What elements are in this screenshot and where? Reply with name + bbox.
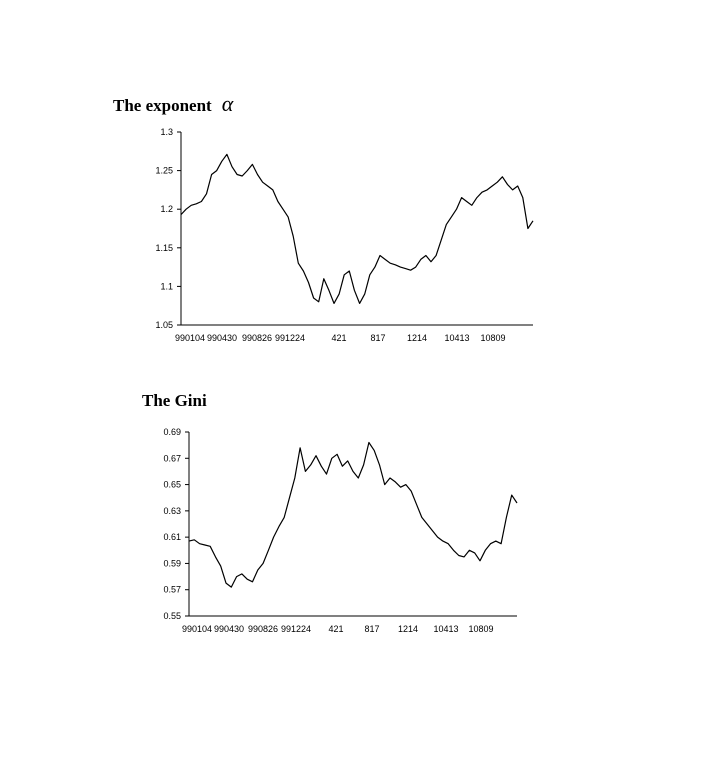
gini-series-line [188,441,518,588]
gini-x-tick-label: 990826 [248,624,278,634]
gini-x-tick-label: 10413 [433,624,458,634]
gini-y-tick-label: 0.65 [163,480,181,490]
exponent-y-tick-label: 1.05 [155,320,173,330]
exponent-x-tick-label: 817 [370,333,385,343]
gini-y-tick-label: 0.67 [163,453,181,463]
chart-title-gini-text: The Gini [142,391,207,410]
gini-x-tick-label: 990430 [214,624,244,634]
exponent-y-tick-label: 1.2 [160,204,173,214]
exponent-y-tick-label: 1.3 [160,127,173,137]
exponent-y-tick-label: 1.15 [155,243,173,253]
chart-title-exponent: The exponent α [113,91,233,117]
exponent-x-tick-label: 421 [331,333,346,343]
exponent-x-tick-label: 990104 [175,333,205,343]
gini-x-tick-label: 421 [328,624,343,634]
gini-x-tick-label: 990104 [182,624,212,634]
exponent-y-tick-label: 1.25 [155,166,173,176]
gini-x-tick-label: 991224 [281,624,311,634]
gini-y-tick-label: 0.57 [163,585,181,595]
exponent-x-tick-label: 990430 [207,333,237,343]
exponent-series-line [180,153,534,304]
gini-x-tick-label: 1214 [398,624,418,634]
exponent-x-tick-label: 10413 [444,333,469,343]
gini-y-tick-label: 0.63 [163,506,181,516]
gini-x-tick-label: 10809 [468,624,493,634]
gini-y-tick-label: 0.61 [163,532,181,542]
exponent-y-tick-label: 1.1 [160,281,173,291]
gini-y-tick-label: 0.59 [163,558,181,568]
chart-title-gini: The Gini [142,391,207,411]
gini-x-tick-label: 817 [364,624,379,634]
gini-y-tick-label: 0.69 [163,427,181,437]
exponent-x-tick-label: 991224 [275,333,305,343]
alpha-symbol: α [221,91,234,116]
chart-title-exponent-text: The exponent [113,96,212,115]
exponent-x-tick-label: 1214 [407,333,427,343]
gini-y-tick-label: 0.55 [163,611,181,621]
exponent-x-tick-label: 990826 [242,333,272,343]
exponent-x-tick-label: 10809 [480,333,505,343]
